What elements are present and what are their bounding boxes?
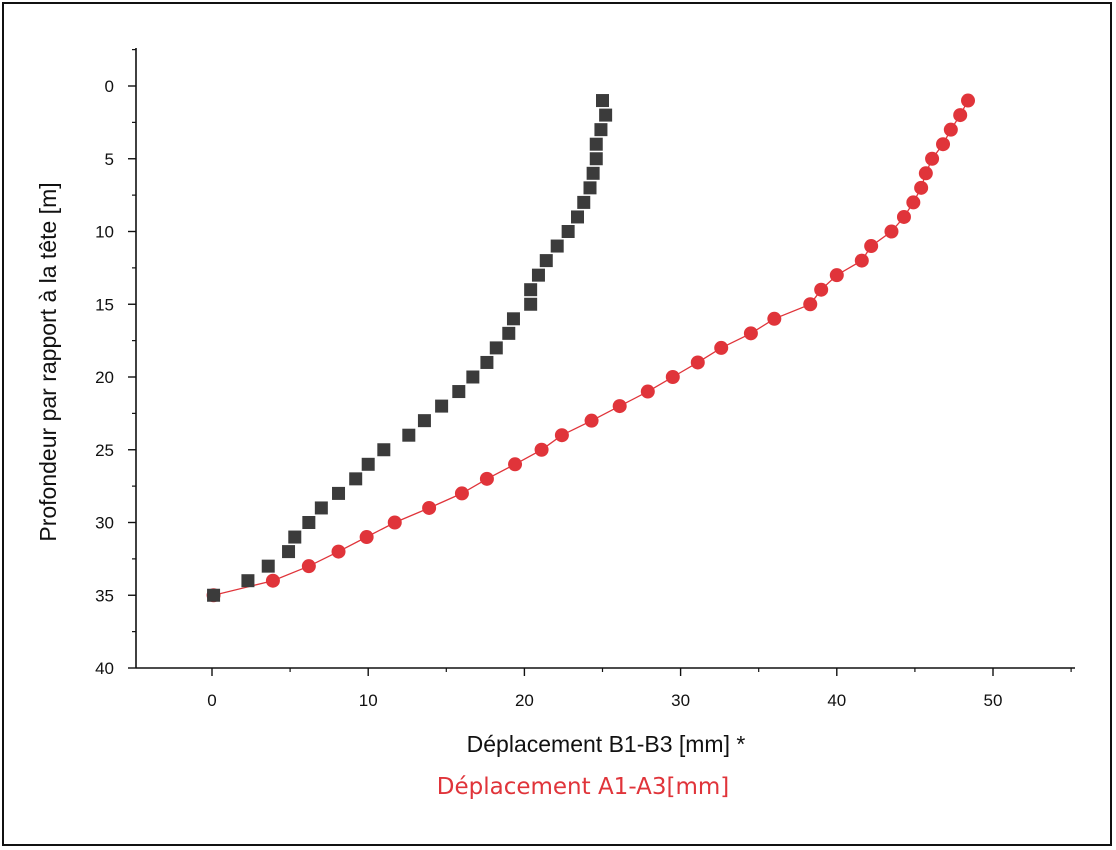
data-point-circle bbox=[743, 326, 758, 341]
data-point-square bbox=[599, 108, 613, 122]
data-point-square bbox=[506, 312, 520, 326]
x-axis-title: Déplacement B1-B3 [mm] * bbox=[467, 731, 746, 757]
data-point-square bbox=[539, 254, 553, 268]
data-point-square bbox=[349, 472, 363, 486]
data-point-square bbox=[524, 283, 538, 297]
x-tick-label: 10 bbox=[359, 691, 378, 710]
data-point-circle bbox=[961, 93, 976, 108]
data-point-square bbox=[480, 355, 494, 369]
y-axis-title: Profondeur par rapport à la tête [m] bbox=[35, 182, 61, 541]
data-point-circle bbox=[508, 457, 523, 472]
data-point-circle bbox=[454, 486, 469, 501]
data-point-circle bbox=[331, 544, 346, 559]
data-point-square bbox=[586, 166, 600, 180]
data-point-square bbox=[589, 137, 603, 151]
data-point-square bbox=[241, 574, 255, 588]
data-point-circle bbox=[803, 297, 818, 312]
data-point-square bbox=[577, 195, 591, 209]
x-tick-label: 30 bbox=[671, 691, 690, 710]
y-tick-label: 0 bbox=[105, 77, 114, 96]
data-point-circle bbox=[884, 224, 899, 239]
data-point-circle bbox=[914, 180, 929, 195]
x-tick-label: 50 bbox=[984, 691, 1003, 710]
data-point-square bbox=[314, 501, 328, 515]
data-point-square bbox=[594, 123, 608, 137]
data-point-circle bbox=[943, 122, 958, 137]
data-point-circle bbox=[814, 282, 829, 297]
series-layer bbox=[206, 93, 976, 603]
data-point-square bbox=[417, 414, 431, 428]
data-point-circle bbox=[714, 340, 729, 355]
data-point-square bbox=[596, 94, 609, 108]
data-point-square bbox=[361, 457, 375, 471]
data-point-circle bbox=[767, 311, 782, 326]
data-point-circle bbox=[690, 355, 705, 370]
data-point-circle bbox=[554, 428, 569, 443]
data-point-circle bbox=[301, 559, 316, 574]
y-tick-label: 30 bbox=[95, 514, 114, 533]
data-point-square bbox=[302, 516, 316, 529]
data-point-circle bbox=[534, 442, 549, 457]
y-tick-label: 25 bbox=[95, 441, 114, 460]
data-point-square bbox=[583, 181, 597, 195]
y-tick-label: 10 bbox=[95, 223, 114, 242]
series-0 bbox=[207, 94, 613, 602]
data-point-circle bbox=[584, 413, 599, 428]
data-point-circle bbox=[665, 370, 680, 384]
data-point-circle bbox=[925, 151, 940, 166]
y-tick-label: 5 bbox=[105, 150, 114, 169]
ticks: 0 5 10 15 20 25 30 35 40 0 10 20 30 40 50 bbox=[95, 49, 1072, 710]
y-tick-label: 15 bbox=[95, 295, 114, 314]
data-point-square bbox=[550, 239, 564, 253]
x-tick-label: 40 bbox=[827, 691, 846, 710]
data-point-circle bbox=[906, 195, 921, 210]
data-point-square bbox=[377, 443, 391, 457]
data-point-square bbox=[502, 326, 516, 340]
data-point-square bbox=[531, 268, 545, 282]
data-point-circle bbox=[612, 399, 627, 414]
data-point-circle bbox=[896, 209, 911, 224]
data-point-square bbox=[524, 297, 538, 311]
data-point-square bbox=[207, 588, 221, 602]
x-tick-label: 20 bbox=[515, 691, 534, 710]
data-point-circle bbox=[918, 166, 933, 181]
data-point-circle bbox=[265, 573, 280, 588]
data-point-square bbox=[452, 385, 466, 399]
data-point-square bbox=[589, 152, 603, 166]
data-point-circle bbox=[640, 384, 655, 399]
data-point-circle bbox=[936, 137, 951, 152]
data-point-square bbox=[402, 428, 416, 442]
data-point-circle bbox=[359, 530, 374, 545]
x-tick-label: 0 bbox=[207, 691, 216, 710]
data-point-circle bbox=[953, 108, 968, 123]
data-point-square bbox=[435, 399, 449, 413]
data-point-circle bbox=[854, 253, 869, 268]
data-point-square bbox=[288, 530, 302, 544]
y-tick-label: 40 bbox=[95, 659, 114, 678]
data-point-square bbox=[571, 210, 585, 224]
x-axis-title-secondary: Déplacement A1-A3[mm] bbox=[437, 774, 730, 800]
data-point-circle bbox=[387, 515, 402, 530]
data-point-square bbox=[261, 559, 275, 573]
y-tick-label: 20 bbox=[95, 368, 114, 387]
y-tick-label: 35 bbox=[95, 586, 114, 605]
data-point-square bbox=[489, 341, 503, 355]
data-point-square bbox=[332, 486, 346, 500]
data-point-square bbox=[561, 225, 575, 238]
data-point-circle bbox=[422, 500, 437, 515]
data-point-square bbox=[282, 545, 296, 559]
data-point-circle bbox=[829, 268, 844, 283]
data-point-square bbox=[466, 370, 480, 384]
axes bbox=[135, 48, 1075, 669]
data-point-circle bbox=[479, 471, 494, 486]
data-point-circle bbox=[864, 239, 879, 254]
